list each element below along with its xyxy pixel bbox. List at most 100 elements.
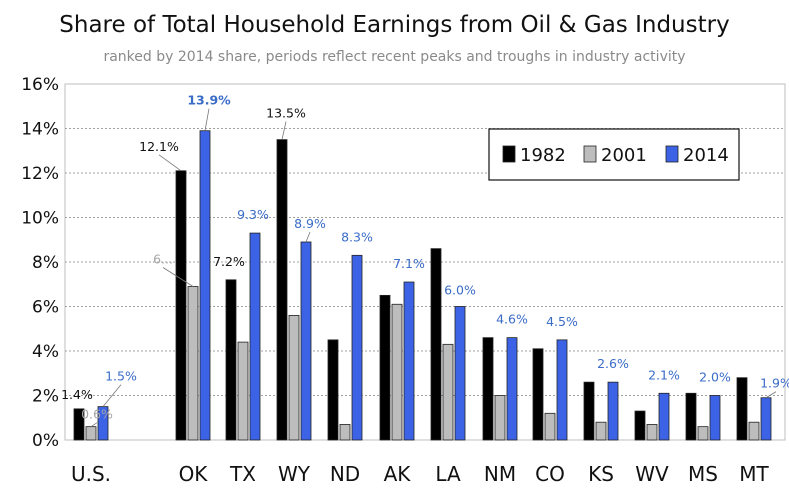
- data-label-tx-1982: 7.2%: [213, 254, 245, 269]
- bar-nd-2001: [339, 424, 351, 441]
- legend-swatch-2001: [583, 145, 597, 163]
- legend-label-2001: 2001: [601, 145, 647, 166]
- label-leader-line: [90, 422, 98, 427]
- bar-wv-2014: [658, 392, 670, 441]
- y-tick-label: 8%: [32, 253, 59, 273]
- data-label-ok-2014: 13.9%: [187, 93, 231, 108]
- data-label-nm-2014: 4.6%: [496, 312, 528, 327]
- bar-ms-2014: [709, 395, 721, 441]
- bar-ak-2014: [403, 281, 415, 441]
- bar-nd-2014: [351, 254, 363, 441]
- bar-ks-2001: [595, 421, 607, 441]
- bar-wv-2001: [646, 424, 658, 441]
- data-label-tx-2014: 9.3%: [237, 207, 269, 222]
- y-tick-label: 10%: [21, 209, 59, 229]
- data-label-wy-2014: 8.9%: [294, 216, 326, 231]
- label-leader-line: [204, 108, 210, 131]
- y-tick-label: 2%: [32, 387, 59, 407]
- legend-label-1982: 1982: [520, 145, 566, 166]
- bar-ms-1982: [685, 392, 697, 441]
- bar-u-s-2001: [85, 426, 97, 441]
- bar-ks-1982: [583, 381, 595, 441]
- x-category-label: AK: [384, 462, 412, 486]
- x-category-label: TX: [229, 462, 256, 486]
- data-label-ok-1982: 12.1%: [139, 139, 179, 154]
- legend-label-2014: 2014: [683, 145, 729, 166]
- bar-ok-2014: [199, 130, 211, 441]
- bars: [73, 130, 772, 441]
- y-tick-label: 4%: [32, 342, 59, 362]
- bar-nm-2001: [494, 395, 506, 441]
- data-label-nd-2014: 8.3%: [341, 229, 373, 244]
- y-tick-label: 16%: [21, 75, 59, 95]
- chart-title: Share of Total Household Earnings from O…: [59, 12, 730, 38]
- y-tick-label: 12%: [21, 164, 59, 184]
- x-category-label: CO: [535, 462, 565, 486]
- bar-tx-2001: [237, 341, 249, 441]
- bar-tx-1982: [225, 279, 237, 441]
- legend-swatch-1982: [502, 145, 516, 163]
- data-label-ak-2014: 7.1%: [393, 256, 425, 271]
- x-category-label: KS: [588, 462, 614, 486]
- x-category-label: WV: [635, 462, 669, 486]
- bar-ok-1982: [175, 170, 187, 441]
- bar-ak-2001: [391, 303, 403, 441]
- bar-mt-2014: [760, 397, 772, 441]
- data-label-ms-2014: 2.0%: [699, 370, 731, 385]
- bar-wy-2014: [300, 241, 312, 441]
- bar-co-2001: [544, 412, 556, 441]
- y-tick-label: 0%: [32, 431, 59, 451]
- bar-ok-2001: [187, 286, 199, 441]
- y-axis: 0% 2% 4% 6% 8% 10% 12% 14% 16%: [21, 75, 59, 451]
- label-leader-line: [765, 391, 777, 399]
- x-category-label: MT: [739, 462, 769, 486]
- data-label-wv-2014: 2.1%: [648, 367, 680, 382]
- label-leader-line: [102, 384, 122, 407]
- bar-wy-2001: [288, 314, 300, 441]
- label-leader-line: [162, 267, 194, 287]
- y-tick-label: 14%: [21, 120, 59, 140]
- legend-box: [488, 128, 740, 181]
- data-label-co-2014: 4.5%: [546, 314, 578, 329]
- data-label-la-2014: 6.0%: [444, 283, 476, 298]
- data-label-u-s-2001: 0.6%: [81, 407, 113, 422]
- bar-nd-1982: [327, 339, 339, 441]
- bar-nm-2014: [506, 337, 518, 441]
- bar-co-2014: [556, 339, 568, 441]
- x-axis: U.S. OK TX WY ND AK LA NM CO KS WV MS MT: [71, 462, 770, 486]
- x-category-label: OK: [179, 462, 209, 486]
- legend: 1982 2001 2014: [488, 128, 740, 181]
- label-leader-line: [158, 154, 182, 172]
- x-category-label: NM: [484, 462, 516, 486]
- data-label-u-s-1982: 1.4%: [61, 387, 93, 402]
- x-category-label: MS: [688, 462, 718, 486]
- bar-ak-1982: [379, 294, 391, 441]
- legend-swatch-2014: [665, 145, 679, 163]
- data-label-ok-2001: 6...: [153, 251, 173, 266]
- bar-wy-1982: [276, 139, 288, 441]
- label-leader-line: [305, 231, 311, 243]
- data-label-mt-2014: 1.9%: [760, 376, 789, 391]
- data-label-wy-1982: 13.5%: [266, 106, 306, 121]
- bar-tx-2014: [249, 232, 261, 441]
- data-labels: 1.4% 0.6% 1.5% 12.1% 6... 13.9% 7.2% 9.3% 13.5% 8…: [61, 93, 789, 427]
- x-category-label: LA: [435, 462, 461, 486]
- bar-nm-1982: [482, 337, 494, 441]
- x-category-label: WY: [278, 462, 311, 486]
- x-category-label: ND: [330, 462, 360, 486]
- bar-co-1982: [532, 348, 544, 441]
- bar-la-2014: [454, 306, 466, 441]
- y-tick-label: 6%: [32, 298, 59, 318]
- chart-subtitle: ranked by 2014 share, periods reflect re…: [103, 49, 686, 65]
- bar-ks-2014: [607, 381, 619, 441]
- bar-mt-2001: [748, 421, 760, 441]
- bar-wv-1982: [634, 410, 646, 441]
- label-leader-line: [281, 121, 287, 140]
- data-label-ks-2014: 2.6%: [597, 356, 629, 371]
- bar-mt-1982: [736, 377, 748, 441]
- x-category-label: U.S.: [71, 462, 111, 486]
- data-label-u-s-2014: 1.5%: [105, 369, 137, 384]
- bar-la-2001: [442, 343, 454, 441]
- bar-u-s-1982: [73, 408, 85, 441]
